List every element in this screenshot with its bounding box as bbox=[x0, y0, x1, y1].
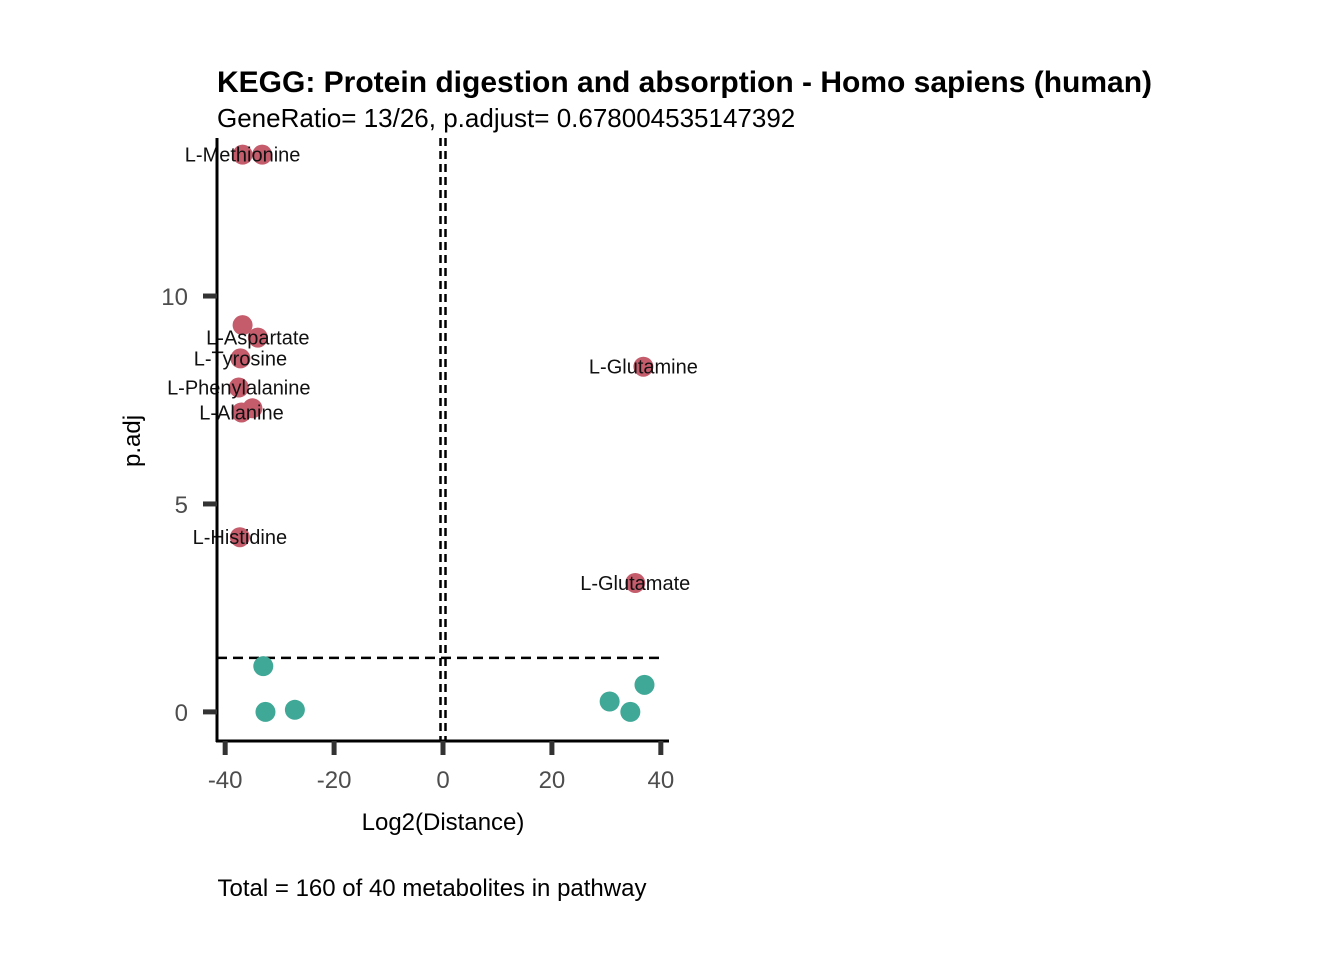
chart-subtitle: GeneRatio= 13/26, p.adjust= 0.6780045351… bbox=[217, 103, 795, 133]
x-tick-label-0: 0 bbox=[436, 767, 449, 794]
point-1-3 bbox=[599, 691, 620, 712]
chart-caption: Total = 160 of 40 metabolites in pathway bbox=[218, 875, 647, 902]
y-tick-label-0: 0 bbox=[175, 700, 188, 727]
point-0-7 bbox=[242, 398, 263, 419]
point-1-4 bbox=[620, 701, 641, 722]
point-0-3 bbox=[247, 327, 268, 348]
chart-title: KEGG: Protein digestion and absorption -… bbox=[217, 66, 1152, 99]
point-1-0 bbox=[253, 656, 274, 677]
point-label-0-4: L-Tyrosine bbox=[194, 348, 287, 370]
point-label-0-10: L-Glutamate bbox=[580, 573, 690, 595]
point-0-1 bbox=[252, 144, 273, 165]
point-1-5 bbox=[634, 674, 655, 695]
point-0-0 bbox=[232, 144, 253, 165]
x-tick-label-40: 40 bbox=[647, 767, 674, 794]
y-axis-title: p.adj bbox=[119, 415, 146, 467]
point-label-0-5: L-Phenylalanine bbox=[167, 378, 310, 400]
point-1-1 bbox=[255, 701, 276, 722]
y-tick-label-5: 5 bbox=[175, 492, 188, 519]
point-label-0-3: L-Aspartate bbox=[206, 328, 309, 350]
point-0-2 bbox=[232, 315, 253, 336]
x-axis-title: Log2(Distance) bbox=[362, 809, 525, 836]
point-0-8 bbox=[229, 527, 250, 548]
x-tick-label--40: -40 bbox=[208, 767, 243, 794]
point-0-4 bbox=[230, 348, 251, 369]
point-label-0-0: L-Methionine bbox=[185, 145, 301, 167]
point-0-10 bbox=[625, 572, 646, 593]
x-tick-label-20: 20 bbox=[539, 767, 566, 794]
point-label-0-6: L-Alanine bbox=[199, 402, 284, 424]
point-1-2 bbox=[284, 699, 305, 720]
y-tick-label-10: 10 bbox=[161, 284, 188, 311]
point-0-9 bbox=[633, 356, 654, 377]
x-tick-label--20: -20 bbox=[317, 767, 352, 794]
point-0-5 bbox=[228, 377, 249, 398]
axis-ticks: -40 -20 0 20 40 0 5 10 bbox=[161, 284, 674, 794]
point-label-0-9: L-Glutamine bbox=[589, 357, 698, 379]
point-label-0-8: L-Histidine bbox=[193, 527, 287, 549]
